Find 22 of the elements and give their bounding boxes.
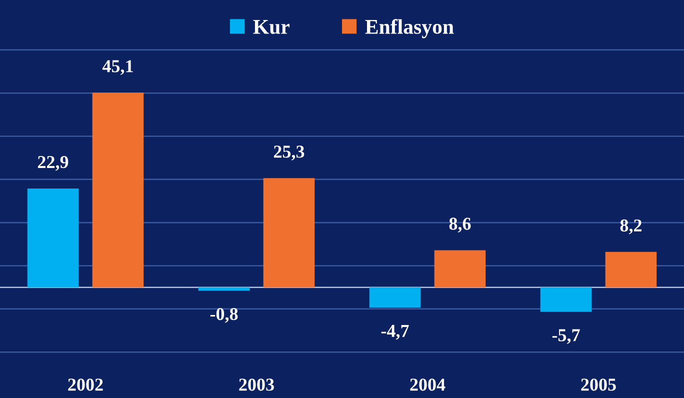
data-label: -4,7 [381, 324, 409, 340]
bar [198, 287, 250, 291]
data-label: -0,8 [210, 308, 238, 323]
data-label: 25,3 [274, 146, 304, 160]
legend-label: Enflasyon [365, 19, 454, 38]
bar [369, 287, 421, 308]
data-label: 8,2 [620, 219, 642, 234]
x-tick-label: 2005 [581, 378, 616, 391]
data-label: 45,1 [102, 60, 133, 75]
bar [27, 188, 79, 288]
bar [434, 250, 486, 288]
x-tick-label: 2002 [68, 378, 103, 391]
bar [605, 252, 657, 288]
x-tick-label: 2004 [410, 378, 446, 391]
data-label: 8,6 [449, 218, 471, 232]
data-label: 22,9 [38, 156, 68, 171]
bar [540, 287, 592, 312]
bar [92, 92, 144, 288]
data-label: -5,7 [552, 329, 580, 344]
legend-label: Kur [253, 20, 290, 34]
x-tick-label: 2003 [239, 378, 274, 391]
bar [263, 178, 315, 288]
